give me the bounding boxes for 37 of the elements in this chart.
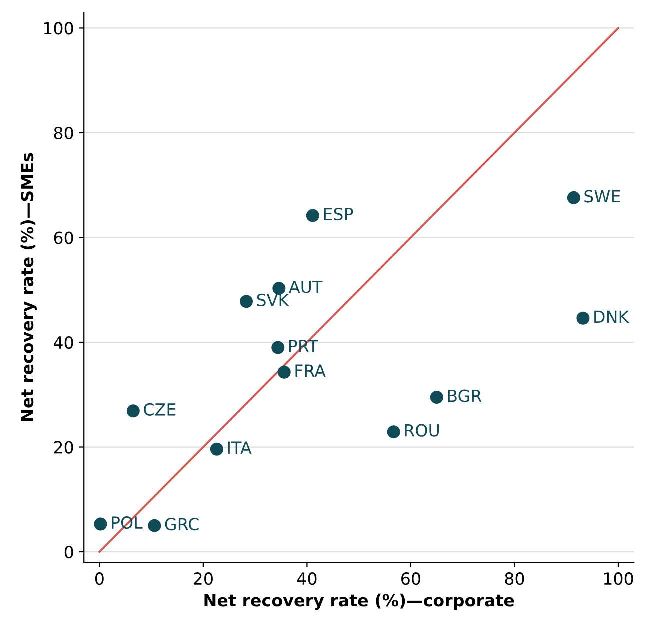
- point: [576, 312, 590, 325]
- annotation: SWE: [584, 190, 620, 203]
- annotation: FRA: [296, 364, 326, 377]
- point: [567, 191, 580, 204]
- annotation: DNK: [594, 310, 630, 324]
- y-tick-label: 0: [64, 546, 74, 559]
- y-tick-label: 40: [54, 336, 74, 350]
- y-axis-title: Net recovery rate (%)—SMEs: [20, 153, 38, 421]
- point: [272, 341, 285, 354]
- point: [240, 295, 254, 308]
- y-tick-label: 60: [54, 232, 74, 244]
- annotation: GRC: [165, 518, 199, 531]
- x-tick-label: 80: [505, 572, 524, 586]
- x-tick-label: 20: [194, 572, 213, 586]
- x-tick-label: 40: [297, 572, 317, 586]
- point: [278, 366, 291, 379]
- annotation: ITA: [228, 442, 252, 454]
- y-tick-label: 20: [54, 441, 74, 454]
- point: [210, 442, 224, 456]
- x-axis-title: Net recovery rate (%)—corporate: [204, 594, 514, 610]
- x-tick-label: 100: [604, 572, 634, 586]
- annotation: SVK: [257, 294, 290, 306]
- point: [430, 390, 444, 404]
- x-tick-label: 0: [95, 572, 104, 586]
- point: [387, 426, 400, 439]
- annotation: ROU: [405, 424, 440, 437]
- point: [94, 518, 108, 531]
- annotation: BGR: [448, 390, 482, 402]
- annotation: ESP: [324, 208, 354, 221]
- point: [306, 209, 320, 222]
- y-tick-label: 100: [44, 22, 74, 35]
- point: [148, 519, 162, 532]
- y-tick-label: 80: [54, 126, 74, 140]
- annotation: CZE: [144, 403, 176, 416]
- x-tick-label: 60: [402, 572, 420, 586]
- annotation: AUT: [289, 280, 323, 294]
- point: [126, 404, 140, 418]
